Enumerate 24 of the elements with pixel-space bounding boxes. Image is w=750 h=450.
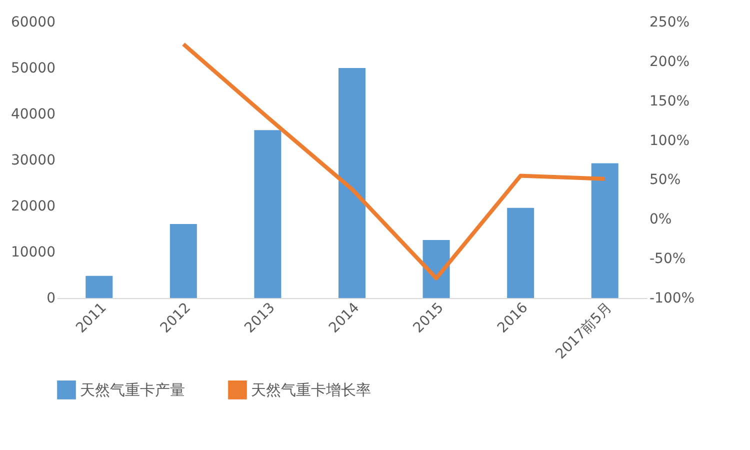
legend-label: 天然气重卡产量 (80, 380, 185, 399)
legend-label: 天然气重卡增长率 (251, 380, 371, 399)
y2-tick-label: 100% (650, 132, 690, 149)
bar (507, 208, 534, 298)
bar (170, 224, 197, 298)
bar (338, 68, 366, 298)
y2-tick-label: 250% (650, 14, 690, 30)
y-tick-label: 0 (46, 290, 56, 306)
y-tick-label: 20000 (10, 198, 56, 214)
y-tick-label: 10000 (10, 244, 56, 260)
y2-tick-label: 200% (650, 54, 690, 70)
y-tick-label: 40000 (10, 106, 56, 122)
y-tick-label: 30000 (10, 152, 56, 168)
y2-tick-label: -100% (650, 290, 695, 306)
y-tick-label: 50000 (10, 60, 56, 76)
bar (591, 163, 618, 298)
y2-tick-label: 0% (650, 212, 672, 228)
y-tick-label: 60000 (10, 14, 56, 30)
line-series (181, 42, 607, 280)
y2-tick-label: 150% (650, 93, 690, 110)
y2-tick-label: 50% (650, 172, 681, 188)
y2-tick-label: -50% (650, 251, 686, 268)
bar (86, 276, 113, 298)
bar (254, 130, 282, 298)
